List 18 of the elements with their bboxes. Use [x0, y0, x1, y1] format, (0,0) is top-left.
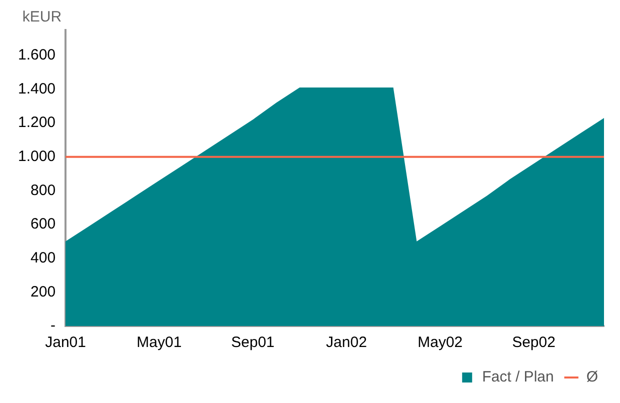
- y-tick-label: 800: [30, 182, 56, 199]
- y-tick-label: 1.400: [18, 80, 56, 98]
- y-tick-label: 1.000: [18, 148, 56, 165]
- x-tick-label: Jan02: [326, 334, 367, 352]
- y-tick-label: 1.600: [18, 46, 56, 64]
- y-tick-label: 200: [30, 283, 56, 300]
- y-axis-title: kEUR: [22, 8, 62, 26]
- x-tick-label: Jan01: [45, 334, 86, 352]
- legend-label: Fact / Plan: [482, 368, 554, 386]
- x-tick-label: Sep01: [231, 334, 275, 352]
- y-tick-label: 1.200: [18, 114, 56, 132]
- y-tick-label: -: [50, 317, 56, 334]
- x-tick-label: May01: [136, 334, 182, 352]
- x-tick-label: Sep02: [512, 334, 556, 352]
- x-tick-label: May02: [418, 334, 463, 352]
- y-tick-label: 400: [30, 249, 56, 266]
- y-tick-label: 600: [30, 216, 56, 233]
- legend-label: Ø: [586, 368, 598, 386]
